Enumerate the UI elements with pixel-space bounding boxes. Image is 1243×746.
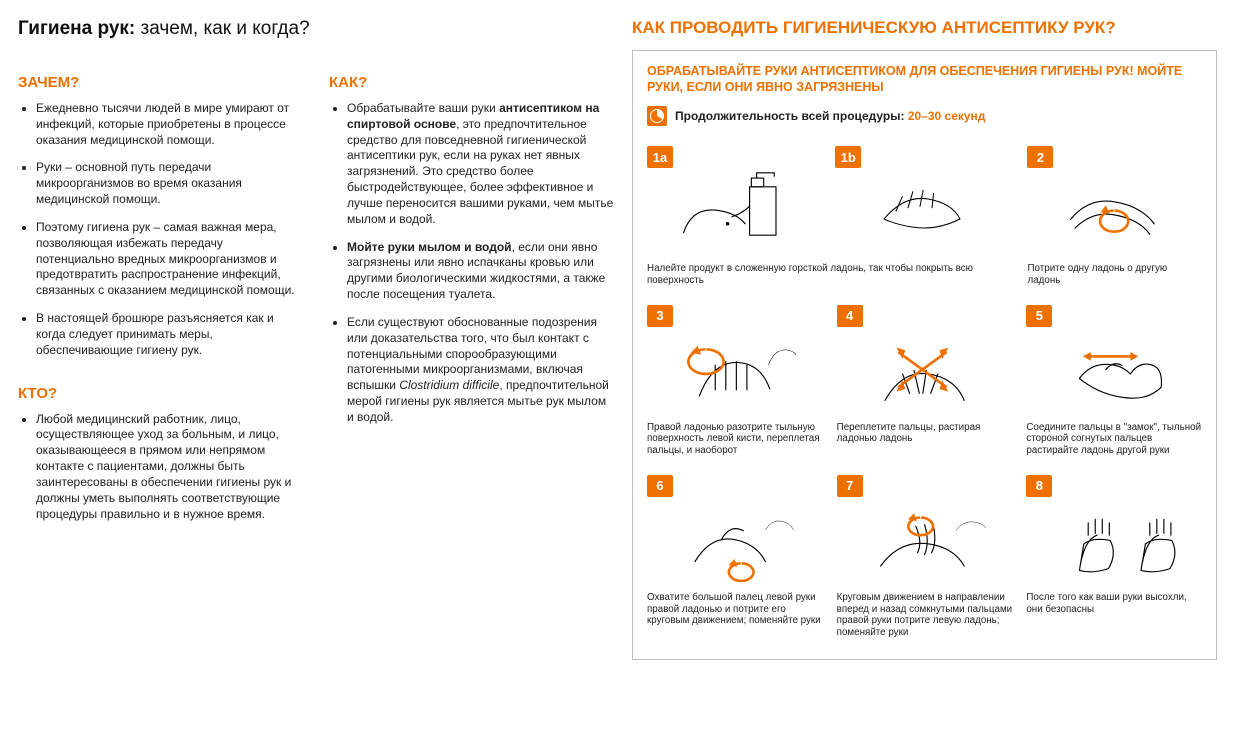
step-badge: 8: [1026, 475, 1052, 497]
step-badge: 6: [647, 475, 673, 497]
hands-thumb-rotate-icon: [673, 500, 796, 588]
text: Обрабатывайте ваши руки: [347, 101, 499, 115]
hand-dispenser-icon: [666, 171, 807, 259]
list-item: Поэтому гигиена рук – самая важная мера,…: [36, 220, 303, 299]
hands-rub-icon: [1053, 171, 1176, 259]
steps-container: 1a: [647, 146, 1202, 639]
step-badge: 5: [1026, 305, 1052, 327]
heading-why: ЗАЧЕМ?: [18, 74, 303, 91]
duration-text: Продолжительность всей процедуры: 20–30 …: [675, 109, 985, 123]
list-item: Если существуют обоснованные подозрения …: [347, 315, 614, 426]
step-caption: Потрите одну ладонь о другую ладонь: [1027, 263, 1202, 287]
step-caption: Охватите большой палец левой руки правой…: [647, 592, 823, 627]
hands-fingertips-icon: [863, 500, 986, 588]
page-title-bold: Гигиена рук:: [18, 18, 135, 39]
step-image-1b: [835, 171, 1013, 243]
step-badge: 3: [647, 305, 673, 327]
list-item: Руки – основной путь передачи микроорган…: [36, 160, 303, 207]
step-image-3: [647, 330, 823, 418]
duration-value: 20–30 секунд: [908, 109, 986, 123]
step-image-5: [1026, 330, 1202, 418]
list-item: Мойте руки мылом и водой, если они явно …: [347, 240, 614, 303]
hands-interlace-back-icon: [673, 330, 796, 418]
step-image-1a: [647, 171, 825, 259]
hands-lock-icon: [1053, 330, 1176, 418]
list-who: Любой медицинский работник, лицо, осущес…: [18, 412, 303, 523]
duration-row: Продолжительность всей процедуры: 20–30 …: [647, 103, 1202, 136]
hands-safe-icon: [1053, 500, 1176, 588]
list-item: Обрабатывайте ваши руки антисептиком на …: [347, 101, 614, 228]
step-badge: 2: [1027, 146, 1053, 168]
step-6: 6 Охватите: [647, 475, 823, 627]
step-image-2: [1027, 171, 1202, 259]
left-column: Гигиена рук: зачем, как и когда? ЗАЧЕМ? …: [18, 18, 614, 660]
step-8: 8 После того как ваши руки высохли, они …: [1026, 475, 1202, 616]
step-badge: 7: [837, 475, 863, 497]
step-1: 1a: [647, 146, 1013, 287]
list-why: Ежедневно тысячи людей в мире умирают от…: [18, 101, 303, 359]
page-title: Гигиена рук: зачем, как и когда?: [18, 18, 614, 40]
step-5: 5 Соедините пальцы в "замок", тыльной ст…: [1026, 305, 1202, 457]
text-bold: Мойте руки мылом и водой: [347, 240, 512, 254]
page-title-rest: зачем, как и когда?: [135, 18, 309, 39]
text-italic: Clostridium difficile: [399, 378, 499, 392]
step-4: 4 Переплетите пальцы, растирая ладонью л…: [837, 305, 1013, 446]
heading-who: КТО?: [18, 385, 303, 402]
instruction-panel: ОБРАБАТЫВАЙТЕ РУКИ АНТИСЕПТИКОМ ДЛЯ ОБЕС…: [632, 50, 1217, 660]
step-caption: Налейте продукт в сложенную горсткой лад…: [647, 263, 1013, 287]
duration-label: Продолжительность всей процедуры:: [675, 109, 908, 123]
step-caption: Соедините пальцы в "замок", тыльной стор…: [1026, 422, 1202, 457]
subcol-how: КАК? Обрабатывайте ваши руки антисептико…: [329, 74, 614, 534]
clock-icon: [647, 106, 667, 126]
hand-cupped-icon: [868, 171, 980, 243]
step-badge: 4: [837, 305, 863, 327]
panel-heading: ОБРАБАТЫВАЙТЕ РУКИ АНТИСЕПТИКОМ ДЛЯ ОБЕС…: [647, 63, 1202, 96]
step-caption: Правой ладонью разотрите тыльную поверхн…: [647, 422, 823, 457]
right-title: КАК ПРОВОДИТЬ ГИГИЕНИЧЕСКУЮ АНТИСЕПТИКУ …: [632, 18, 1217, 38]
list-how: Обрабатывайте ваши руки антисептиком на …: [329, 101, 614, 426]
heading-how: КАК?: [329, 74, 614, 91]
step-caption: После того как ваши руки высохли, они бе…: [1026, 592, 1202, 616]
step-image-6: [647, 500, 823, 588]
step-2: 2 Потрите одну ладонь о другую ладонь: [1027, 146, 1202, 287]
step-image-8: [1026, 500, 1202, 588]
list-item: В настоящей брошюре разъясняется как и к…: [36, 311, 303, 358]
list-item: Любой медицинский работник, лицо, осущес…: [36, 412, 303, 523]
step-badge: 1a: [647, 146, 673, 168]
subcol-why-who: ЗАЧЕМ? Ежедневно тысячи людей в мире уми…: [18, 74, 303, 534]
list-item: Ежедневно тысячи людей в мире умирают от…: [36, 101, 303, 148]
step-caption: Круговым движением в направлении вперед …: [837, 592, 1013, 639]
step-badge: 1b: [835, 146, 861, 168]
step-image-4: [837, 330, 1013, 418]
text: , это предпочтительное средство для повс…: [347, 117, 613, 226]
step-3: 3 Правой ла: [647, 305, 823, 457]
right-column: КАК ПРОВОДИТЬ ГИГИЕНИЧЕСКУЮ АНТИСЕПТИКУ …: [632, 18, 1217, 660]
hands-interlace-front-icon: [863, 330, 986, 418]
step-image-7: [837, 500, 1013, 588]
step-7: 7 Круговым: [837, 475, 1013, 639]
step-caption: Переплетите пальцы, растирая ладонью лад…: [837, 422, 1013, 446]
